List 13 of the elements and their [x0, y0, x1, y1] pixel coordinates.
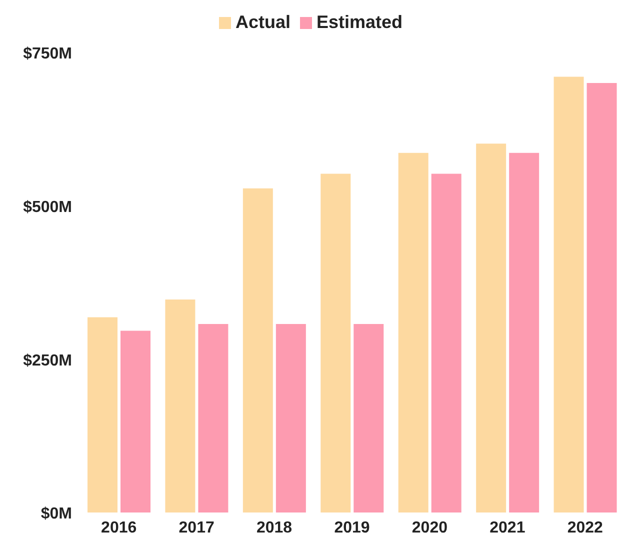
x-tick-label: 2021 — [490, 519, 526, 536]
x-tick-label: 2018 — [256, 519, 292, 536]
y-tick-label: $0M — [40, 506, 72, 523]
x-tick-label: 2019 — [334, 519, 370, 536]
y-tick-label: $250M — [23, 352, 72, 370]
legend-label: Actual — [235, 12, 290, 32]
y-tick-label: $750M — [23, 46, 72, 63]
x-tick-label: 2016 — [101, 519, 137, 536]
x-tick-label: 2022 — [567, 519, 604, 536]
legend-label: Estimated — [316, 12, 403, 32]
y-tick-label: $500M — [23, 199, 72, 216]
x-tick-label: 2020 — [412, 519, 448, 536]
x-tick-label: 2017 — [178, 519, 214, 536]
